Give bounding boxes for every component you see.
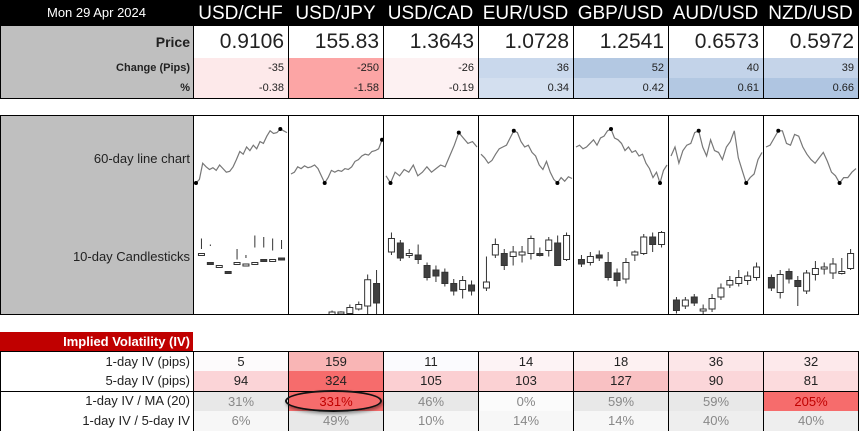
line-chart-eurusd	[479, 128, 574, 318]
iv-1day-cell-usdcad: 11	[384, 352, 479, 372]
pct-cell-usdjpy: -1.58	[289, 78, 384, 98]
iv-ratio-cell-eurusd: 14%	[479, 411, 574, 431]
price-cell-eurusd: 1.0728	[479, 26, 574, 58]
chart-cell-usdchf	[194, 116, 289, 314]
pct-cell-usdcad: -0.19	[384, 78, 479, 98]
price-cell-audusd: 0.6573	[669, 26, 764, 58]
pair-header-eurusd: EUR/USD	[482, 3, 569, 24]
chart-cell-eurusd	[479, 116, 574, 314]
date-label: Mon 29 Apr 2024	[46, 5, 147, 20]
change-cell-usdchf: -35	[194, 58, 289, 78]
iv-1day-cell-usdjpy: 159	[289, 352, 384, 372]
chart-cell-nzdusd	[764, 116, 858, 314]
pair-header-audusd: AUD/USD	[672, 3, 759, 24]
pct-cell-gbpusd: 0.42	[574, 78, 669, 98]
line-chart-nzdusd	[764, 128, 858, 318]
line-chart-audusd	[669, 128, 764, 323]
price-cell-usdjpy: 155.83	[289, 26, 384, 58]
chart-cell-usdjpy	[289, 116, 384, 327]
iv-ratio-cell-usdchf: 6%	[194, 411, 289, 431]
price-cell-nzdusd: 0.5972	[764, 26, 858, 58]
chart-cell-usdcad	[384, 116, 479, 314]
line-chart-usdcad	[384, 130, 479, 318]
iv-ratio-cell-audusd: 40%	[669, 411, 764, 431]
iv-label-1day: 1-day IV (pips)	[1, 352, 194, 372]
iv-divider	[1, 391, 858, 392]
iv-title: Implied Volatility (IV)	[0, 332, 193, 351]
change-cell-audusd: 40	[669, 58, 764, 78]
price-table: Price Change (Pips) % 0.9106 -35 -0.38 155.…	[0, 26, 859, 99]
iv-ma-cell-eurusd: 0%	[479, 392, 574, 412]
iv-ma-cell-usdcad: 46%	[384, 392, 479, 412]
iv-5day-cell-gbpusd: 127	[574, 371, 669, 391]
candle-chart-label: 10-day Candlesticks	[72, 249, 190, 264]
change-cell-nzdusd: 39	[764, 58, 858, 78]
highlight-oval	[285, 390, 382, 412]
change-cell-gbpusd: 52	[574, 58, 669, 78]
price-cell-usdcad: 1.3643	[384, 26, 479, 58]
iv-5day-cell-eurusd: 103	[479, 371, 574, 391]
price-label: Price	[1, 26, 194, 58]
iv-1day-cell-usdchf: 5	[194, 352, 289, 372]
line-chart-usdchf	[194, 127, 289, 318]
line-chart-label: 60-day line chart	[93, 151, 190, 166]
iv-ratio-cell-usdcad: 10%	[384, 411, 479, 431]
pair-header-nzdusd: NZD/USD	[768, 3, 853, 24]
pct-label: %	[1, 78, 194, 98]
iv-ratio-cell-nzdusd: 40%	[764, 411, 858, 431]
chart-cell-audusd	[669, 116, 764, 323]
chart-labels: 60-day line chart 10-day Candlesticks	[1, 116, 194, 314]
pct-cell-audusd: 0.61	[669, 78, 764, 98]
iv-label-5day: 5-day IV (pips)	[1, 371, 194, 391]
price-cell-usdchf: 0.9106	[194, 26, 289, 58]
pct-cell-nzdusd: 0.66	[764, 78, 858, 98]
iv-label-ma: 1-day IV / MA (20)	[1, 391, 194, 411]
iv-ma-cell-nzdusd: 205%	[764, 392, 858, 412]
header-bar: Mon 29 Apr 2024 USD/CHF USD/JPY USD/CAD …	[0, 0, 859, 26]
line-chart-gbpusd	[574, 127, 669, 318]
pair-header-usdjpy: USD/JPY	[295, 3, 376, 24]
iv-5day-cell-nzdusd: 81	[764, 371, 858, 391]
line-chart-usdjpy	[289, 137, 384, 327]
iv-1day-cell-nzdusd: 32	[764, 352, 858, 372]
pct-cell-eurusd: 0.34	[479, 78, 574, 98]
iv-5day-cell-usdcad: 105	[384, 371, 479, 391]
iv-ma-cell-gbpusd: 59%	[574, 392, 669, 412]
iv-label-ratio: 1-day IV / 5-day IV	[1, 411, 194, 431]
iv-table: 1-day IV (pips) 5-day IV (pips) 1-day IV…	[0, 351, 859, 431]
iv-5day-cell-usdchf: 94	[194, 371, 289, 391]
change-cell-eurusd: 36	[479, 58, 574, 78]
iv-1day-cell-gbpusd: 18	[574, 352, 669, 372]
change-cell-usdcad: -26	[384, 58, 479, 78]
chart-cell-gbpusd	[574, 116, 669, 314]
iv-1day-cell-audusd: 36	[669, 352, 764, 372]
iv-5day-cell-audusd: 90	[669, 371, 764, 391]
pair-header-usdcad: USD/CAD	[387, 3, 474, 24]
pair-header-gbpusd: GBP/USD	[577, 3, 664, 24]
iv-ma-cell-usdchf: 31%	[194, 392, 289, 412]
iv-1day-cell-eurusd: 14	[479, 352, 574, 372]
change-label: Change (Pips)	[1, 58, 194, 78]
change-cell-usdjpy: -250	[289, 58, 384, 78]
pair-header-usdchf: USD/CHF	[198, 3, 283, 24]
iv-5day-cell-usdjpy: 324	[289, 371, 384, 391]
iv-ma-cell-audusd: 59%	[669, 392, 764, 412]
pct-cell-usdchf: -0.38	[194, 78, 289, 98]
price-cell-gbpusd: 1.2541	[574, 26, 669, 58]
iv-ratio-cell-gbpusd: 14%	[574, 411, 669, 431]
iv-ratio-cell-usdjpy: 49%	[289, 411, 384, 431]
chart-table: 60-day line chart 10-day Candlesticks	[0, 115, 859, 327]
